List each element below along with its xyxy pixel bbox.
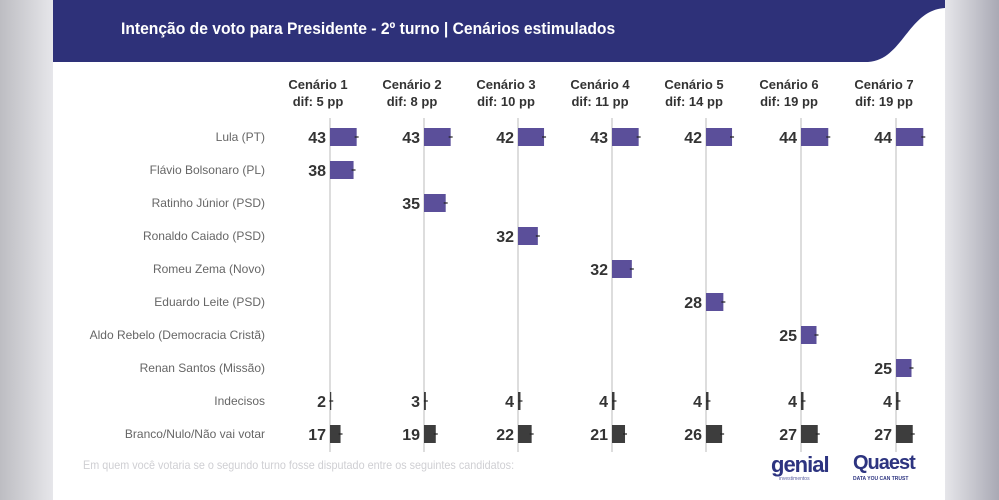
blurred-background-right [945, 0, 999, 500]
footnote: Em quem você votaria se o segundo turno … [83, 458, 515, 472]
scenario-dif: dif: 5 pp [293, 94, 344, 109]
bar [330, 161, 354, 179]
row-label: Flávio Bolsonaro (PL) [150, 163, 265, 177]
header-banner [53, 0, 945, 62]
data-label: 27 [874, 427, 892, 444]
row-label: Eduardo Leite (PSD) [154, 295, 265, 309]
bar [330, 425, 341, 443]
bar [424, 194, 446, 212]
bar [518, 425, 532, 443]
scenario-label: Cenário 2 [382, 77, 441, 92]
scenario-label: Cenário 6 [759, 77, 818, 92]
data-label: 25 [874, 361, 892, 378]
bar [706, 128, 733, 146]
data-label: 17 [308, 427, 326, 444]
data-label: 19 [402, 427, 420, 444]
data-label: 32 [496, 229, 514, 246]
bar [801, 326, 817, 344]
data-label: 43 [402, 130, 420, 147]
scenario-dif: dif: 19 pp [855, 94, 913, 109]
chart-card: Intenção de voto para Presidente - 2º tu… [53, 0, 945, 500]
bar [896, 128, 924, 146]
scenario-dif: dif: 10 pp [477, 94, 535, 109]
bar [896, 425, 913, 443]
data-label: 21 [590, 427, 608, 444]
bar [612, 425, 626, 443]
row-label: Romeu Zema (Novo) [153, 262, 265, 276]
row-label: Branco/Nulo/Não vai votar [125, 427, 265, 441]
bar [612, 260, 632, 278]
data-label: 35 [402, 196, 420, 213]
scenario-dif: dif: 19 pp [760, 94, 818, 109]
bar [424, 128, 451, 146]
bar [330, 128, 357, 146]
scenario-label: Cenário 7 [854, 77, 913, 92]
scenario-label: Cenário 5 [664, 77, 723, 92]
data-label: 4 [883, 394, 892, 411]
scenario-dif: dif: 11 pp [571, 94, 628, 109]
bar [706, 425, 723, 443]
bar [801, 425, 818, 443]
data-label: 25 [779, 328, 797, 345]
quaest-logo: Quaest DATA YOU CAN TRUST [853, 452, 916, 482]
data-label: 43 [590, 130, 608, 147]
bar [424, 425, 436, 443]
chart-title: Intenção de voto para Presidente - 2º tu… [121, 19, 616, 38]
blurred-background-left [0, 0, 53, 500]
scenario-label: Cenário 3 [476, 77, 535, 92]
scenario-dif: dif: 8 pp [387, 94, 438, 109]
scenario-label: Cenário 4 [570, 77, 630, 92]
row-label: Ratinho Júnior (PSD) [152, 196, 265, 210]
data-label: 26 [684, 427, 702, 444]
row-label: Indecisos [214, 394, 265, 408]
bar [896, 359, 912, 377]
data-label: 3 [411, 394, 420, 411]
data-label: 42 [496, 130, 514, 147]
data-label: 4 [788, 394, 797, 411]
bar [518, 227, 538, 245]
scenario-dif: dif: 14 pp [665, 94, 723, 109]
data-label: 43 [308, 130, 326, 147]
bar [612, 128, 639, 146]
data-label: 44 [874, 130, 892, 147]
data-label: 4 [505, 394, 514, 411]
genial-logo: genial investimentos [771, 452, 830, 482]
data-label: 38 [308, 163, 326, 180]
data-label: 32 [590, 262, 608, 279]
row-label: Aldo Rebelo (Democracia Cristã) [90, 328, 265, 342]
data-label: 4 [599, 394, 608, 411]
row-label: Lula (PT) [216, 130, 265, 144]
data-label: 28 [684, 295, 702, 312]
row-label: Renan Santos (Missão) [140, 361, 265, 375]
bar [518, 128, 545, 146]
data-label: 2 [317, 394, 326, 411]
data-label: 22 [496, 427, 514, 444]
bar [801, 128, 829, 146]
data-label: 4 [693, 394, 702, 411]
data-label: 44 [779, 130, 797, 147]
chart-plot: Cenário 1 dif: 5 pp Cenário 2 dif: 8 pp Cená… [90, 77, 926, 452]
scenario-label: Cenário 1 [288, 77, 347, 92]
data-label: 27 [779, 427, 797, 444]
row-label: Ronaldo Caiado (PSD) [143, 229, 265, 243]
bar [706, 293, 724, 311]
data-label: 42 [684, 130, 702, 147]
